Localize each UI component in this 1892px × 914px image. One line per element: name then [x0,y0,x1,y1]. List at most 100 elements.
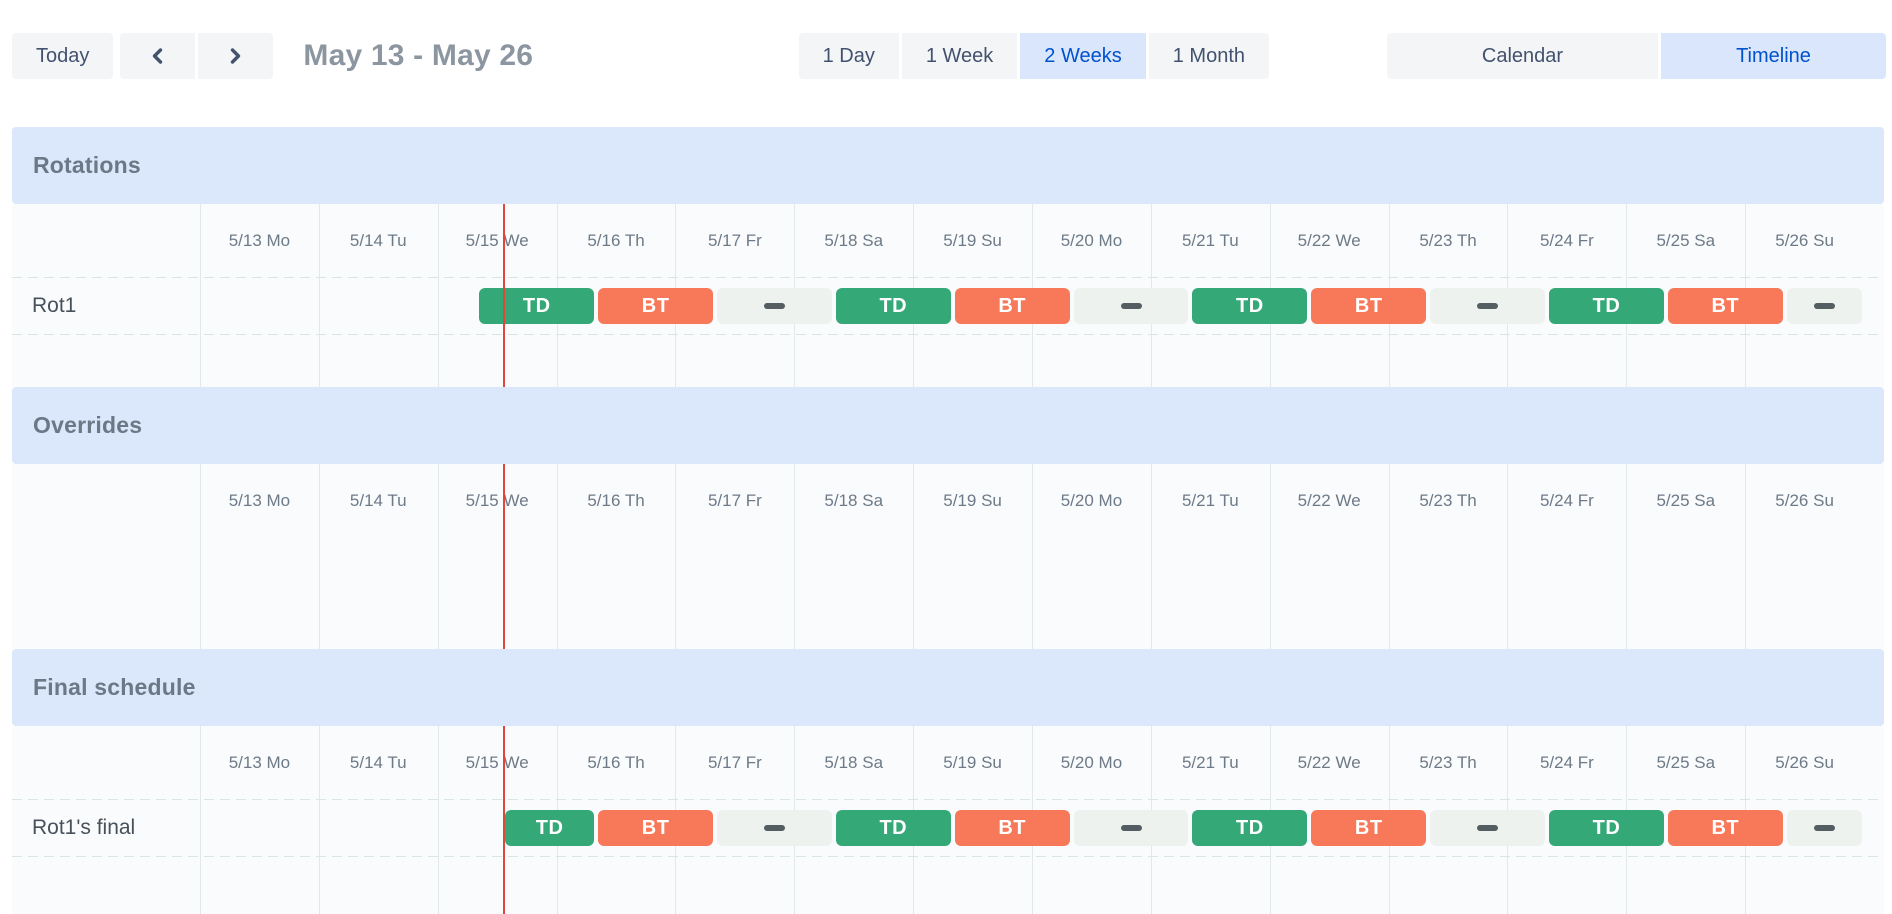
no-shift-dash-icon [1120,825,1142,831]
day-column: 5/24 Fr [1507,464,1626,537]
shift-bar-td[interactable]: TD [835,288,951,324]
schedule-grid: Rotations 5/13 Mo 5/14 Tu 5/15 We 5/16 Th 5/… [12,127,1884,914]
mode-option-timeline[interactable]: Timeline [1661,33,1886,79]
day-label: 5/18 Sa [824,752,884,772]
day-header-row: 5/13 Mo 5/14 Tu 5/15 We 5/16 Th 5/17 Fr 5/18 … [12,204,1884,277]
day-label: 5/19 Su [943,230,1002,250]
current-time-indicator [503,204,505,387]
day-column: 5/19 Su [913,726,1032,799]
day-column: 5/23 Th [1389,464,1508,537]
shift-bar-td[interactable]: TD [1192,810,1308,846]
day-column: 5/18 Sa [794,726,913,799]
current-time-indicator [503,726,505,914]
row-divider [12,856,1884,857]
shift-bar-td[interactable]: TD [1192,288,1308,324]
date-nav [120,33,274,79]
section-header-final-schedule: Final schedule [12,649,1884,726]
day-column: 5/22 We [1270,726,1389,799]
section-body-overrides: 5/13 Mo 5/14 Tu 5/15 We 5/16 Th 5/17 Fr 5/18 … [12,464,1884,649]
day-header-row: 5/13 Mo 5/14 Tu 5/15 We 5/16 Th 5/17 Fr 5/18 … [12,726,1884,799]
day-label: 5/24 Fr [1539,752,1594,772]
day-column: 5/13 Mo [200,464,319,537]
day-label: 5/14 Tu [349,752,407,772]
no-shift-gap [1073,810,1189,846]
day-label: 5/15 We [465,752,529,772]
section-title: Final schedule [33,674,196,700]
no-shift-gap [717,810,832,846]
day-label: 5/17 Fr [707,230,762,250]
date-range-title: May 13 - May 26 [303,39,534,72]
mode-option-calendar[interactable]: Calendar [1387,33,1658,79]
day-column: 5/23 Th [1389,204,1508,277]
no-shift-dash-icon [1120,303,1142,309]
day-label: 5/26 Su [1775,752,1834,772]
day-label: 5/22 We [1297,230,1361,250]
shift-bar-bt[interactable]: BT [1311,810,1427,846]
day-column: 5/25 Sa [1626,726,1745,799]
view-option-1-month[interactable]: 1 Month [1148,33,1269,79]
no-shift-dash-icon [763,303,785,309]
shift-bar-td[interactable]: TD [1549,810,1664,846]
day-header-gutter [12,464,200,537]
section-body-rotations: 5/13 Mo 5/14 Tu 5/15 We 5/16 Th 5/17 Fr 5/18 … [12,204,1884,387]
shift-bar-bt[interactable]: BT [598,810,714,846]
day-label: 5/25 Sa [1656,490,1716,510]
day-label: 5/24 Fr [1539,490,1594,510]
day-label: 5/26 Su [1775,490,1834,510]
day-header-cells: 5/13 Mo 5/14 Tu 5/15 We 5/16 Th 5/17 Fr 5/18 … [200,464,1864,537]
day-label: 5/16 Th [587,490,645,510]
day-label: 5/13 Mo [228,490,291,510]
view-option-1-day[interactable]: 1 Day [798,33,899,79]
shift-bar-td[interactable]: TD [505,810,595,846]
day-column: 5/17 Fr [675,726,794,799]
no-shift-gap [1786,810,1862,846]
next-period-button[interactable] [198,33,274,79]
day-column: 5/25 Sa [1626,204,1745,277]
day-column: 5/13 Mo [200,204,319,277]
empty-row [12,857,1884,914]
day-label: 5/14 Tu [349,230,407,250]
final-row-timeline: TD BT TD BT TD BT TD BT [200,800,1864,856]
no-shift-gap [1430,288,1546,324]
no-shift-dash-icon [1813,303,1835,309]
no-shift-gap [1073,288,1189,324]
day-column: 5/20 Mo [1032,464,1151,537]
view-option-2-weeks[interactable]: 2 Weeks [1020,33,1146,79]
day-column: 5/20 Mo [1032,726,1151,799]
day-column: 5/21 Tu [1151,464,1270,537]
day-column: 5/16 Th [557,726,676,799]
empty-row [12,537,1884,649]
day-label: 5/26 Su [1775,230,1834,250]
day-column: 5/21 Tu [1151,726,1270,799]
day-column: 5/17 Fr [675,464,794,537]
shift-bar-bt[interactable]: BT [1667,810,1783,846]
shift-bar-bt[interactable]: BT [954,810,1070,846]
shift-bar-td[interactable]: TD [479,288,595,324]
row-divider [12,277,1884,278]
day-label: 5/25 Sa [1656,752,1716,772]
row-divider [12,799,1884,800]
shift-bar-bt[interactable]: BT [1311,288,1427,324]
no-shift-gap [1430,810,1546,846]
shift-bar-bt[interactable]: BT [1667,288,1783,324]
day-column: 5/24 Fr [1507,726,1626,799]
shift-bar-td[interactable]: TD [1549,288,1664,324]
day-label: 5/23 Th [1419,230,1477,250]
day-column: 5/22 We [1270,204,1389,277]
display-mode-switcher: Calendar Timeline [1387,33,1886,79]
day-label: 5/22 We [1297,752,1361,772]
day-label: 5/24 Fr [1539,230,1594,250]
chevron-left-icon [150,47,165,65]
prev-period-button[interactable] [120,33,196,79]
today-button[interactable]: Today [12,33,114,79]
day-column: 5/24 Fr [1507,204,1626,277]
shift-bar-bt[interactable]: BT [598,288,714,324]
day-label: 5/25 Sa [1656,230,1716,250]
view-option-1-week[interactable]: 1 Week [901,33,1018,79]
rotation-row-label: Rot1 [32,294,77,317]
shift-bar-bt[interactable]: BT [954,288,1070,324]
day-label: 5/18 Sa [824,230,884,250]
shift-bar-td[interactable]: TD [835,810,951,846]
day-label: 5/22 We [1297,490,1361,510]
day-column: 5/18 Sa [794,204,913,277]
